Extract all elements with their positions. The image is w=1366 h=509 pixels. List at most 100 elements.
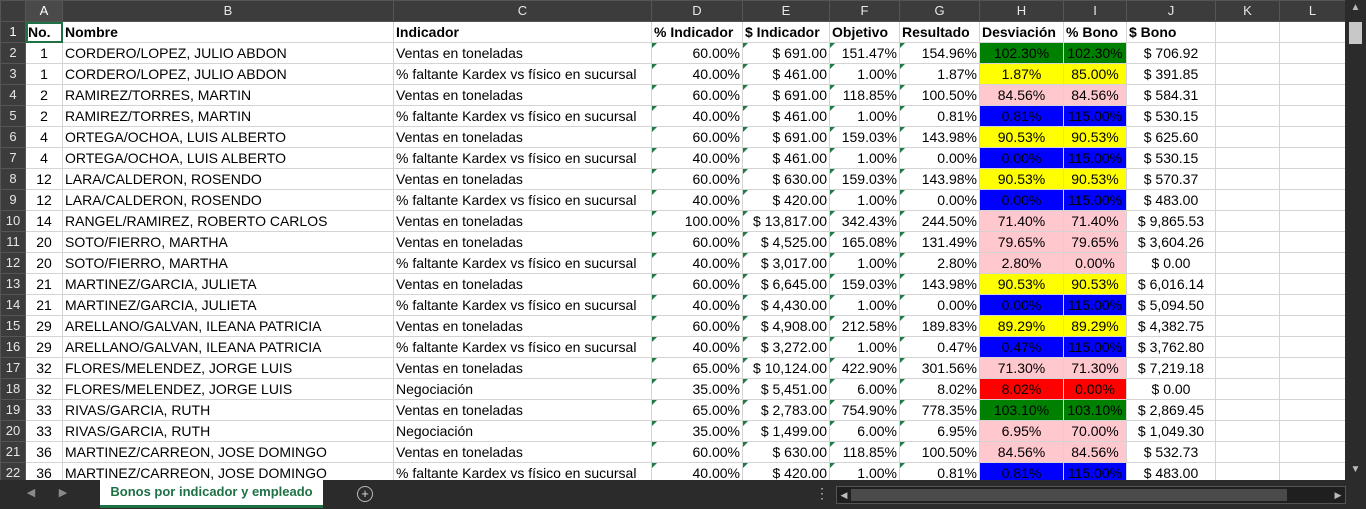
cell-monto-bono[interactable]: $ 2,869.45 — [1126, 399, 1216, 421]
cell-pct-bono[interactable]: 115.00% — [1063, 294, 1127, 316]
cell-empty[interactable] — [1215, 273, 1280, 295]
cell-resultado[interactable]: 0.81% — [899, 105, 980, 127]
cell-pct-bono[interactable]: 84.56% — [1063, 84, 1127, 106]
triangle-right-icon[interactable]: ▶ — [1334, 490, 1342, 500]
row-number[interactable]: 14 — [0, 294, 26, 316]
cell-resultado[interactable]: 0.00% — [899, 147, 980, 169]
cell-empty[interactable] — [1215, 252, 1280, 274]
cell-indicador[interactable]: Negociación — [393, 378, 652, 400]
cell-monto-indicador[interactable]: $ 1,499.00 — [742, 420, 830, 442]
cell-pct-bono[interactable]: 0.00% — [1063, 378, 1127, 400]
cell-indicador[interactable]: % faltante Kardex vs físico en sucursal — [393, 147, 652, 169]
cell-objetivo[interactable]: 1.00% — [829, 63, 900, 85]
row-number[interactable]: 8 — [0, 168, 26, 190]
row-number[interactable]: 10 — [0, 210, 26, 232]
cell-monto-indicador[interactable]: $ 6,645.00 — [742, 273, 830, 295]
cell-header-pct-indicador[interactable]: % Indicador — [651, 21, 743, 43]
cell-header-resultado[interactable]: Resultado — [899, 21, 980, 43]
column-header[interactable]: B — [62, 0, 394, 22]
cell-no[interactable]: 12 — [25, 168, 63, 190]
cell-indicador[interactable]: Ventas en toneladas — [393, 315, 652, 337]
triangle-up-icon[interactable]: ▲ — [1350, 2, 1361, 13]
cell-monto-bono[interactable]: $ 391.85 — [1126, 63, 1216, 85]
cell-desviacion[interactable]: 6.95% — [979, 420, 1064, 442]
cell-empty[interactable] — [1215, 210, 1280, 232]
cell-resultado[interactable]: 100.50% — [899, 84, 980, 106]
cell-pct-indicador[interactable]: 60.00% — [651, 231, 743, 253]
row-number[interactable]: 12 — [0, 252, 26, 274]
row-number[interactable]: 21 — [0, 441, 26, 463]
cell-nombre[interactable]: FLORES/MELENDEZ, JORGE LUIS — [62, 378, 394, 400]
cell-resultado[interactable]: 100.50% — [899, 441, 980, 463]
cell-pct-indicador[interactable]: 40.00% — [651, 462, 743, 480]
cell-monto-bono[interactable]: $ 706.92 — [1126, 42, 1216, 64]
cell-resultado[interactable]: 8.02% — [899, 378, 980, 400]
cell-no[interactable]: 12 — [25, 189, 63, 211]
cell-monto-indicador[interactable]: $ 691.00 — [742, 42, 830, 64]
cell-desviacion[interactable]: 8.02% — [979, 378, 1064, 400]
row-number[interactable]: 6 — [0, 126, 26, 148]
cell-pct-bono[interactable]: 115.00% — [1063, 189, 1127, 211]
cell-desviacion[interactable]: 0.81% — [979, 462, 1064, 480]
row-number[interactable]: 4 — [0, 84, 26, 106]
cell-header-monto-bono[interactable]: $ Bono — [1126, 21, 1216, 43]
cell-nombre[interactable]: RAMIREZ/TORRES, MARTIN — [62, 105, 394, 127]
cell-monto-bono[interactable]: $ 0.00 — [1126, 252, 1216, 274]
cell-desviacion[interactable]: 0.00% — [979, 147, 1064, 169]
cell-monto-indicador[interactable]: $ 691.00 — [742, 84, 830, 106]
cell-pct-bono[interactable]: 89.29% — [1063, 315, 1127, 337]
cell-empty[interactable] — [1279, 105, 1345, 127]
cell-indicador[interactable]: Ventas en toneladas — [393, 399, 652, 421]
cell-desviacion[interactable]: 79.65% — [979, 231, 1064, 253]
cell-nombre[interactable]: MARTINEZ/GARCIA, JULIETA — [62, 294, 394, 316]
cell-monto-indicador[interactable]: $ 10,124.00 — [742, 357, 830, 379]
cell-pct-indicador[interactable]: 60.00% — [651, 42, 743, 64]
cell-monto-bono[interactable]: $ 530.15 — [1126, 147, 1216, 169]
cell-monto-indicador[interactable]: $ 5,451.00 — [742, 378, 830, 400]
column-header[interactable]: E — [742, 0, 830, 22]
cell-empty[interactable] — [1279, 210, 1345, 232]
cell-nombre[interactable]: ARELLANO/GALVAN, ILEANA PATRICIA — [62, 315, 394, 337]
cell-resultado[interactable]: 143.98% — [899, 273, 980, 295]
cell-monto-indicador[interactable]: $ 461.00 — [742, 147, 830, 169]
cell-objetivo[interactable]: 1.00% — [829, 294, 900, 316]
ellipsis-icon[interactable]: ⋮ — [815, 485, 829, 501]
cell-empty[interactable] — [1215, 441, 1280, 463]
cell-objetivo[interactable]: 6.00% — [829, 420, 900, 442]
cell-empty[interactable] — [1279, 294, 1345, 316]
cell-pct-indicador[interactable]: 40.00% — [651, 336, 743, 358]
cell-indicador[interactable]: % faltante Kardex vs físico en sucursal — [393, 63, 652, 85]
cell-desviacion[interactable]: 71.30% — [979, 357, 1064, 379]
row-number[interactable]: 18 — [0, 378, 26, 400]
cell-indicador[interactable]: Ventas en toneladas — [393, 84, 652, 106]
cell-desviacion[interactable]: 84.56% — [979, 84, 1064, 106]
cell-pct-indicador[interactable]: 40.00% — [651, 63, 743, 85]
cell-objetivo[interactable]: 1.00% — [829, 462, 900, 480]
cell-indicador[interactable]: Ventas en toneladas — [393, 441, 652, 463]
cell-empty[interactable] — [1215, 420, 1280, 442]
cell-monto-bono[interactable]: $ 570.37 — [1126, 168, 1216, 190]
cell-desviacion[interactable]: 90.53% — [979, 168, 1064, 190]
cell-pct-indicador[interactable]: 35.00% — [651, 378, 743, 400]
cell-objetivo[interactable]: 118.85% — [829, 84, 900, 106]
cell-empty[interactable] — [1215, 147, 1280, 169]
cell-empty[interactable] — [1215, 357, 1280, 379]
cell-no[interactable]: 14 — [25, 210, 63, 232]
cell-objetivo[interactable]: 6.00% — [829, 378, 900, 400]
cell-pct-bono[interactable]: 90.53% — [1063, 126, 1127, 148]
cell-pct-bono[interactable]: 115.00% — [1063, 105, 1127, 127]
cell-indicador[interactable]: % faltante Kardex vs físico en sucursal — [393, 294, 652, 316]
cell-objetivo[interactable]: 1.00% — [829, 105, 900, 127]
cell-empty[interactable] — [1215, 315, 1280, 337]
cell-empty[interactable] — [1279, 420, 1345, 442]
row-number[interactable]: 17 — [0, 357, 26, 379]
cell-nombre[interactable]: ORTEGA/OCHOA, LUIS ALBERTO — [62, 126, 394, 148]
column-header[interactable]: C — [393, 0, 652, 22]
row-number[interactable]: 19 — [0, 399, 26, 421]
cell-no[interactable]: 1 — [25, 42, 63, 64]
cell-empty[interactable] — [1279, 231, 1345, 253]
cell-empty[interactable] — [1279, 168, 1345, 190]
row-number[interactable]: 11 — [0, 231, 26, 253]
cell-indicador[interactable]: Ventas en toneladas — [393, 168, 652, 190]
cell-pct-indicador[interactable]: 60.00% — [651, 126, 743, 148]
